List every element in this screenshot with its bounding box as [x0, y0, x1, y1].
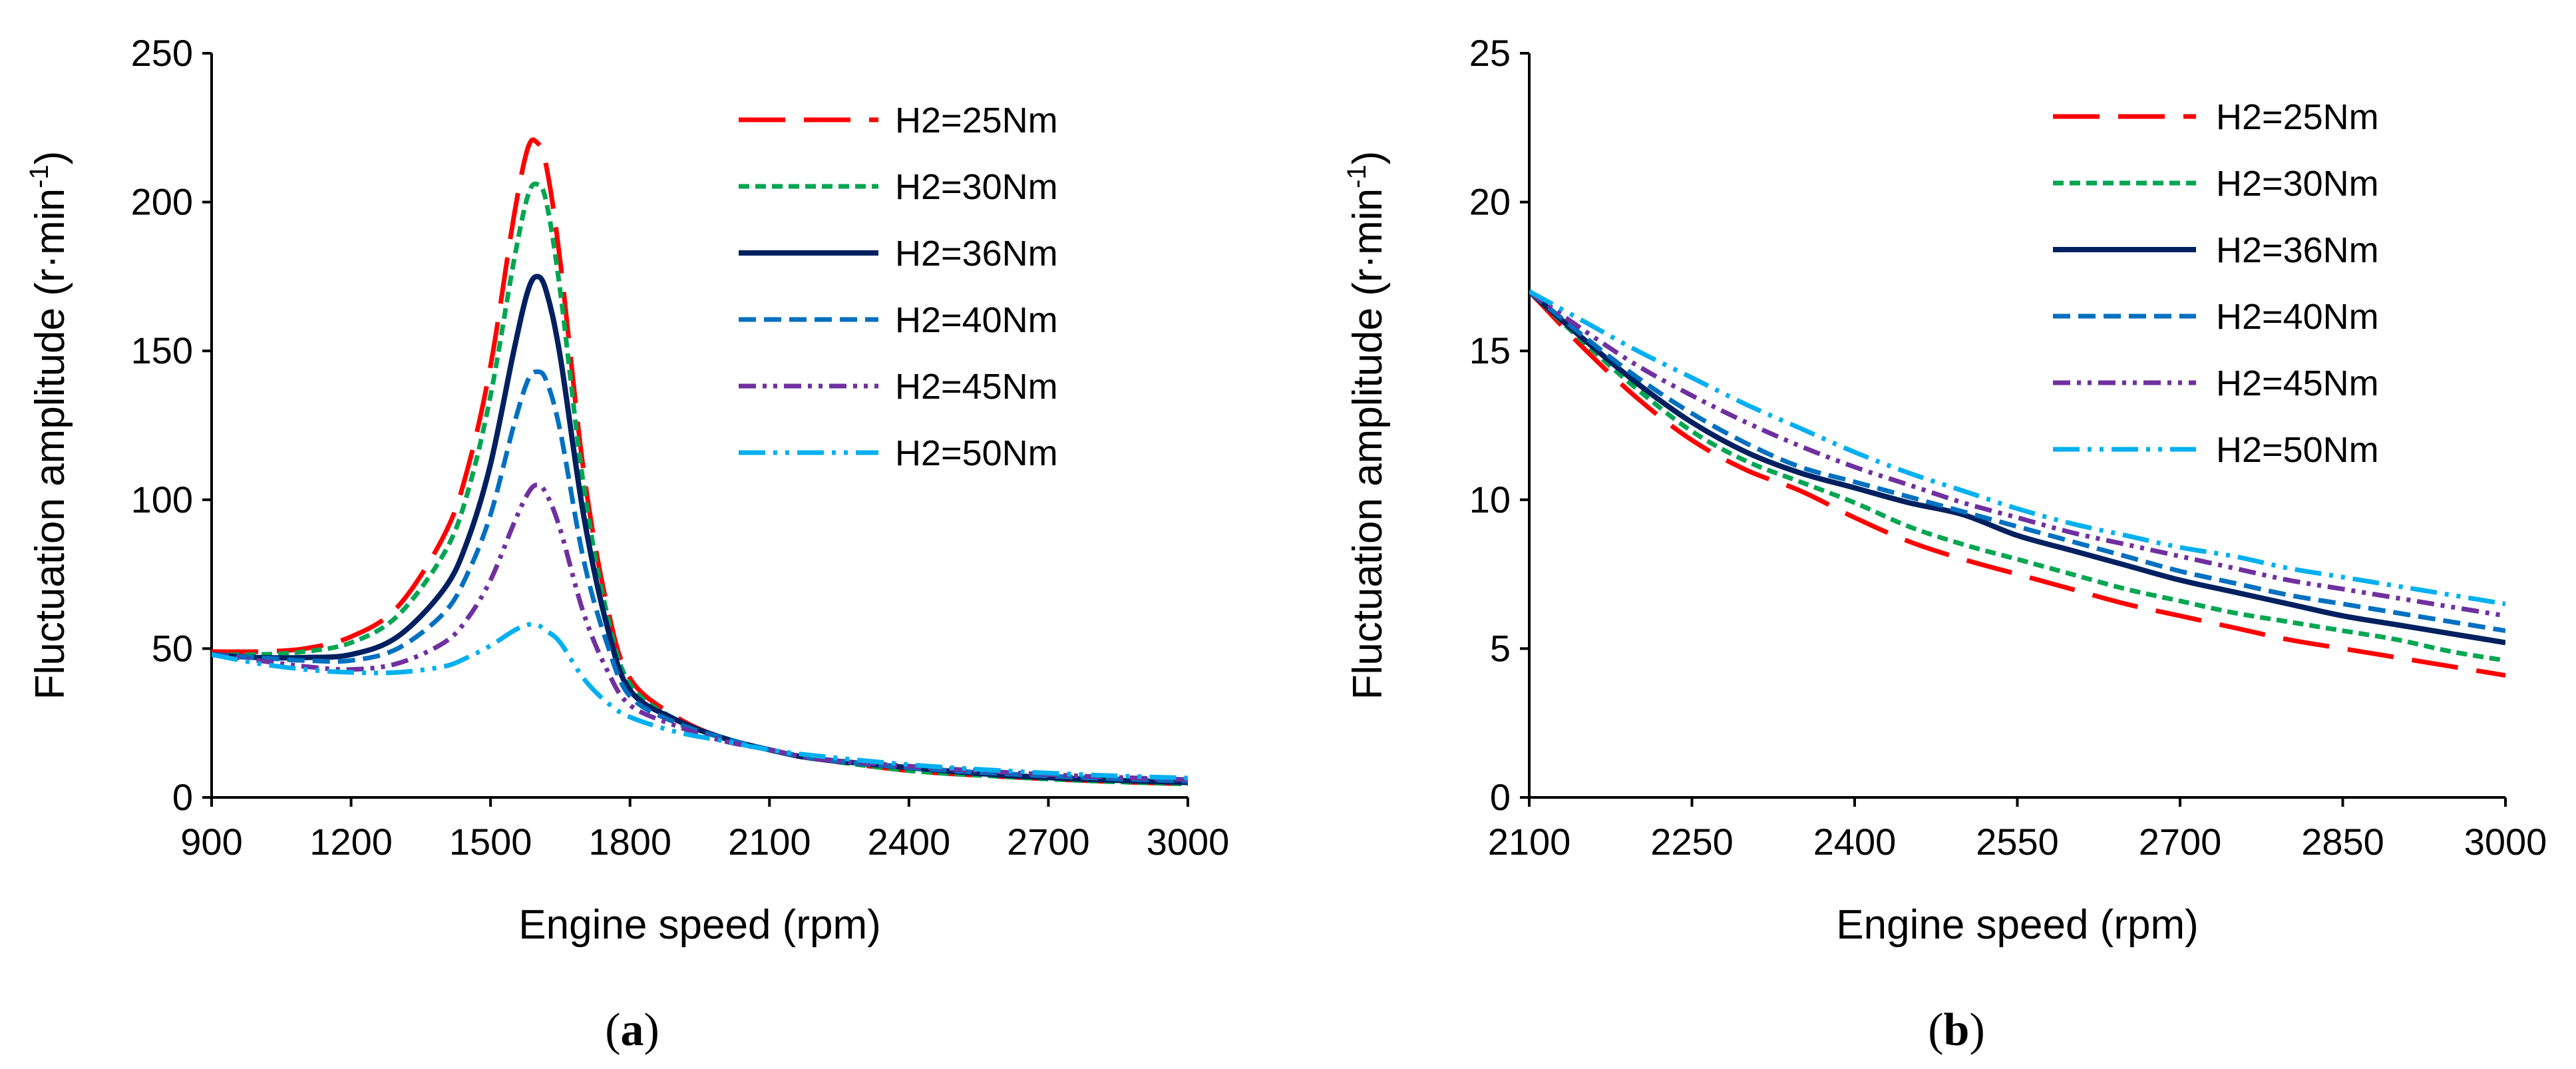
series-line-h2-45nm	[212, 482, 1188, 782]
series-line-h2-36nm	[1529, 289, 2505, 646]
x-tick-label: 2400	[1813, 821, 1897, 863]
x-tick-label: 2400	[868, 821, 951, 863]
series-line-h2-50nm	[212, 622, 1188, 781]
y-axis-title-close: )	[27, 151, 73, 165]
caption-letter: b	[1944, 1004, 1970, 1056]
y-axis-title-main: Fluctuation amplitude (r·min	[27, 188, 73, 700]
y-tick-label: 50	[152, 627, 193, 669]
x-tick-label: 1200	[309, 821, 393, 863]
y-tick-label: 150	[131, 329, 193, 371]
y-tick-label: 20	[1469, 181, 1511, 223]
chart-panel-a: 0 50 100 150 200 250 900 1200 1500 1800 2100 2400 27…	[25, 32, 1229, 1056]
y-axis-title: Fluctuation amplitude (r·min-1)	[25, 151, 73, 700]
legend-label: H2=50Nm	[895, 433, 1058, 473]
caption-close: )	[1969, 1004, 1984, 1056]
x-tick-label: 2100	[1488, 821, 1571, 863]
legend-label: H2=25Nm	[895, 101, 1058, 140]
series-line-h2-36nm	[212, 274, 1188, 785]
legend-label: H2=40Nm	[895, 300, 1058, 340]
y-axis-title-main: Fluctuation amplitude (r·min	[1345, 188, 1391, 700]
y-tick-label: 0	[1490, 776, 1511, 818]
x-axis-title: Engine speed (rpm)	[1836, 902, 2199, 948]
series-line-h2-40nm	[212, 369, 1188, 783]
x-tick-label: 900	[180, 821, 242, 863]
x-tick-label: 2550	[1976, 821, 2059, 863]
y-tick-label: 200	[131, 181, 193, 223]
x-tick-label: 1500	[449, 821, 532, 863]
x-axis-title: Engine speed (rpm)	[518, 902, 881, 948]
legend-label: H2=30Nm	[2216, 164, 2379, 204]
x-tick-label: 1800	[588, 821, 671, 863]
series-line-h2-45nm	[1529, 289, 2505, 618]
y-tick-label: 10	[1469, 479, 1511, 521]
legend: H2=25Nm H2=30Nm H2=36Nm H2=40Nm H2=45Nm H2=50…	[2053, 97, 2379, 470]
caption-letter: a	[621, 1004, 644, 1056]
y-axis-title-superscript: -1	[1342, 164, 1372, 188]
y-tick-label: 0	[172, 776, 193, 818]
series-line-h2-30nm	[1529, 290, 2505, 663]
legend-label: H2=45Nm	[2216, 363, 2379, 403]
x-tick-label: 2700	[1007, 821, 1090, 863]
y-axis-title-superscript: -1	[25, 164, 54, 188]
series-line-h2-50nm	[1529, 289, 2505, 606]
y-axis-title: Fluctuation amplitude (r·min-1)	[1342, 151, 1391, 700]
series-lines	[212, 137, 1188, 787]
y-axis-title-close: )	[1345, 151, 1391, 165]
y-tick-label: 100	[131, 479, 193, 521]
legend-label: H2=40Nm	[2216, 297, 2379, 337]
legend-label: H2=25Nm	[2216, 97, 2379, 137]
series-line-h2-25nm	[1529, 290, 2505, 678]
caption-close: )	[644, 1004, 659, 1056]
legend-label: H2=36Nm	[2216, 230, 2379, 270]
legend: H2=25Nm H2=30Nm H2=36Nm H2=40Nm H2=45Nm H2=50…	[739, 101, 1058, 473]
x-tick-label: 3000	[2464, 821, 2547, 863]
chart-panel-b: 0 5 10 15 20 25 2100 2250 2400 2550 2700 2850 3000 En…	[1342, 32, 2547, 1056]
panel-caption: (a)	[605, 1004, 659, 1056]
legend-label: H2=45Nm	[895, 367, 1058, 407]
y-tick-label: 5	[1490, 627, 1511, 669]
x-tick-label: 3000	[1147, 821, 1230, 863]
y-tick-label: 15	[1469, 329, 1511, 371]
x-tick-label: 2100	[728, 821, 811, 863]
y-tick-label: 250	[131, 32, 193, 74]
legend-label: H2=30Nm	[895, 167, 1058, 207]
caption-open: (	[1928, 1004, 1943, 1056]
legend-label: H2=36Nm	[895, 234, 1058, 274]
caption-open: (	[605, 1004, 620, 1056]
series-lines	[1529, 289, 2505, 678]
y-tick-label: 25	[1469, 32, 1511, 74]
series-line-h2-30nm	[212, 181, 1188, 787]
x-tick-label: 2250	[1650, 821, 1734, 863]
legend-label: H2=50Nm	[2216, 430, 2379, 470]
x-tick-label: 2850	[2301, 821, 2384, 863]
panel-caption: (b)	[1928, 1004, 1985, 1056]
x-tick-label: 2700	[2139, 821, 2222, 863]
